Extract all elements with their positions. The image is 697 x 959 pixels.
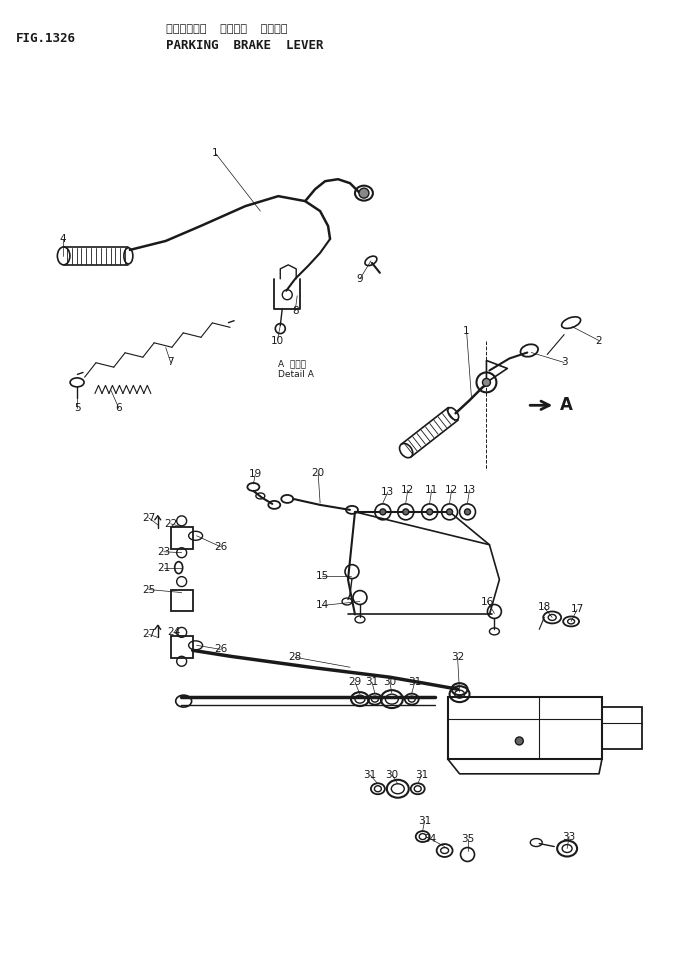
Text: 8: 8 (292, 306, 298, 316)
Text: 27: 27 (142, 629, 155, 640)
Text: 4: 4 (60, 234, 66, 244)
Text: FIG.1326: FIG.1326 (16, 33, 77, 45)
Circle shape (380, 509, 386, 515)
Text: 31: 31 (408, 677, 422, 688)
Text: 2: 2 (596, 336, 602, 345)
Text: 31: 31 (363, 770, 376, 780)
Text: 7: 7 (167, 358, 174, 367)
Text: 1: 1 (464, 326, 470, 336)
Text: 18: 18 (537, 602, 551, 613)
Text: 35: 35 (461, 833, 474, 844)
Text: A: A (560, 396, 572, 414)
Text: 16: 16 (481, 596, 494, 606)
Text: 20: 20 (312, 468, 325, 478)
Text: 13: 13 (463, 485, 476, 495)
Text: 17: 17 (570, 604, 583, 615)
Text: 31: 31 (365, 677, 378, 688)
Text: 28: 28 (289, 652, 302, 663)
Text: 22: 22 (164, 519, 177, 528)
Bar (171, 637, 192, 658)
Text: 30: 30 (383, 677, 397, 688)
Text: Detail A: Detail A (278, 370, 314, 379)
Text: 32: 32 (451, 652, 464, 663)
Circle shape (403, 509, 408, 515)
Text: 26: 26 (214, 644, 227, 654)
Text: 34: 34 (423, 833, 436, 844)
Text: 33: 33 (562, 831, 576, 842)
Text: 6: 6 (116, 404, 122, 413)
Text: 19: 19 (249, 469, 262, 480)
Text: A  詳細図: A 詳細図 (278, 359, 306, 368)
Text: 1: 1 (212, 149, 219, 158)
Circle shape (482, 379, 491, 386)
Text: 27: 27 (142, 513, 155, 523)
Text: 15: 15 (316, 571, 329, 580)
Text: 3: 3 (561, 358, 567, 367)
Text: 29: 29 (348, 677, 362, 688)
Text: 5: 5 (74, 404, 80, 413)
Bar (602, 707, 642, 749)
Bar (171, 526, 192, 549)
Circle shape (515, 737, 523, 745)
Circle shape (359, 188, 369, 199)
Text: 12: 12 (445, 485, 458, 495)
Text: 31: 31 (415, 770, 429, 780)
Text: 30: 30 (385, 770, 399, 780)
Circle shape (447, 509, 452, 515)
Text: 31: 31 (418, 816, 431, 826)
Text: 14: 14 (316, 600, 329, 611)
Text: PARKING  BRAKE  LEVER: PARKING BRAKE LEVER (166, 39, 323, 52)
Text: 9: 9 (357, 274, 363, 284)
Text: 25: 25 (142, 585, 155, 595)
Text: 12: 12 (401, 485, 415, 495)
Text: 26: 26 (214, 542, 227, 551)
Text: 11: 11 (425, 485, 438, 495)
Text: 10: 10 (270, 336, 284, 345)
Text: 23: 23 (157, 547, 170, 557)
Bar (447, 697, 602, 759)
Bar (171, 590, 192, 612)
Text: 21: 21 (157, 563, 170, 573)
Text: 24: 24 (167, 627, 181, 638)
Circle shape (427, 509, 433, 515)
Text: 13: 13 (381, 487, 395, 497)
Circle shape (464, 509, 470, 515)
Text: パーキング゙  ブレーキ  レバー: パーキング゙ ブレーキ レバー (166, 24, 287, 34)
